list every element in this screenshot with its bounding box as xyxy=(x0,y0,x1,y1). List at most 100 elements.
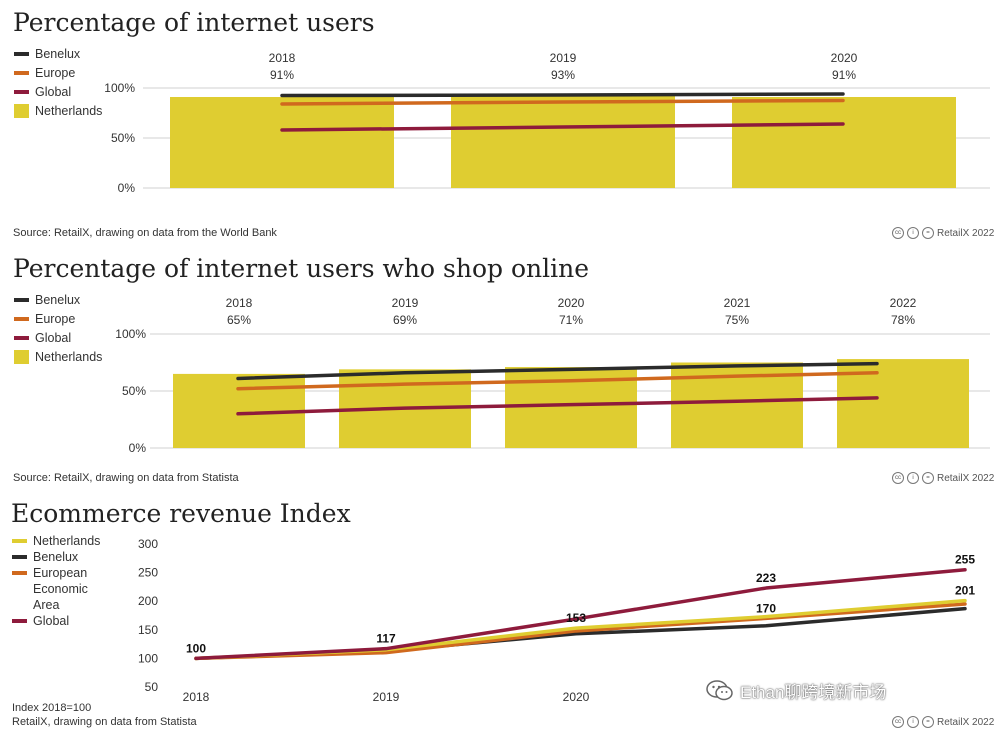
y-tick-label: 300 xyxy=(138,537,158,551)
wechat-icon xyxy=(706,679,733,700)
legend-swatch-netherlands xyxy=(14,103,29,118)
y-tick-label: 100% xyxy=(115,327,146,341)
legend-item-netherlands: Netherlands xyxy=(14,347,102,366)
legend-swatch-netherlands xyxy=(14,349,29,364)
series-line-global xyxy=(236,396,879,416)
series-line-netherlands xyxy=(194,598,967,661)
x-tick-label: 2020 xyxy=(563,690,590,704)
legend-label-line: European xyxy=(33,566,88,580)
x-category-label: 2020 xyxy=(558,296,585,310)
credit-text: RetailX 2022 xyxy=(937,472,995,484)
chart3-title: Ecommerce revenue Index xyxy=(11,499,351,528)
series-line-europe xyxy=(280,98,845,106)
legend-item-benelux: Benelux xyxy=(14,290,102,309)
legend-swatch-eea xyxy=(12,571,27,575)
legend-item-benelux: Benelux xyxy=(12,549,100,565)
by-icon: i xyxy=(907,716,919,728)
bar-value-label: 65% xyxy=(227,313,251,327)
x-tick-label: 2018 xyxy=(183,690,210,704)
legend-label: Netherlands xyxy=(35,103,103,118)
chart1-plot: 100% 50% 0% 2018 91% 2019 93% 2020 91% xyxy=(104,51,990,195)
series-line-global xyxy=(280,122,845,132)
watermark-text: Ethan聊跨境新市场 xyxy=(740,683,887,702)
legend-label: Netherlands xyxy=(35,349,103,364)
nd-icon: = xyxy=(922,716,934,728)
data-label: 153 xyxy=(566,611,586,625)
legend-item-europe: Europe xyxy=(14,309,102,328)
legend-label: Global xyxy=(33,614,70,628)
bar-netherlands xyxy=(451,95,675,188)
data-label: 255 xyxy=(955,553,975,567)
series-line-european-economic-area xyxy=(194,602,967,661)
bar-netherlands xyxy=(732,97,956,188)
legend-label: Netherlands xyxy=(33,534,101,548)
legend-label-line: Economic xyxy=(33,582,88,596)
x-tick-label: 2019 xyxy=(373,690,400,704)
x-category-label: 2019 xyxy=(550,51,577,65)
y-tick-label: 0% xyxy=(118,181,136,195)
x-category-label: 2021 xyxy=(724,296,751,310)
y-tick-label: 200 xyxy=(138,594,158,608)
y-tick-label: 250 xyxy=(138,566,158,580)
bar-value-label: 75% xyxy=(725,313,749,327)
y-tick-label: 50% xyxy=(122,384,146,398)
chart2-title: Percentage of internet users who shop on… xyxy=(13,254,589,283)
bar-value-label: 78% xyxy=(891,313,915,327)
chart2-legend: Benelux Europe Global Netherlands xyxy=(14,290,102,366)
legend-label: Benelux xyxy=(35,46,81,61)
chart1-legend: Benelux Europe Global Netherlands xyxy=(14,44,102,120)
chart1-credit: cc i = RetailX 2022 xyxy=(892,227,994,239)
legend-label: Europe xyxy=(35,65,76,80)
legend-item-netherlands: Netherlands xyxy=(12,533,100,549)
by-icon: i xyxy=(907,472,919,484)
legend-item-netherlands: Netherlands xyxy=(14,101,102,120)
chart3-source: RetailX, drawing on data from Statista xyxy=(12,716,197,728)
x-category-label: 2022 xyxy=(890,296,917,310)
cc-icon: cc xyxy=(892,716,904,728)
series-line-benelux xyxy=(236,361,879,381)
chart3-note: Index 2018=100 xyxy=(12,702,92,714)
y-tick-label: 100% xyxy=(104,81,135,95)
legend-label: Global xyxy=(35,330,72,345)
cc-icon: cc xyxy=(892,472,904,484)
data-label: 170 xyxy=(756,601,776,615)
cc-icon: cc xyxy=(892,227,904,239)
chart1-source: Source: RetailX, drawing on data from th… xyxy=(13,227,277,239)
nd-icon: = xyxy=(922,472,934,484)
legend-label: Benelux xyxy=(35,292,81,307)
legend-label: European Economic Area xyxy=(33,565,88,613)
chart1-title: Percentage of internet users xyxy=(13,8,375,37)
legend-label: Europe xyxy=(35,311,76,326)
chart2-plot: 100% 50% 0% 2018 65% 2019 69% 2020 71% 2021 75% 202… xyxy=(115,296,990,455)
legend-swatch-benelux xyxy=(14,297,29,302)
y-tick-label: 150 xyxy=(138,623,158,637)
legend-item-benelux: Benelux xyxy=(14,44,102,63)
legend-swatch-benelux xyxy=(14,51,29,56)
watermark: Ethan聊跨境新市场 xyxy=(706,678,886,703)
nd-icon: = xyxy=(922,227,934,239)
bar-netherlands xyxy=(170,97,394,188)
legend-swatch-europe xyxy=(14,70,29,75)
data-label: 201 xyxy=(955,584,975,598)
bar-value-label: 71% xyxy=(559,313,583,327)
bar-value-label: 69% xyxy=(393,313,417,327)
chart3-plot: 50 100 150 200 250 300 2018 2019 2020 100 117 153 22… xyxy=(138,537,975,704)
legend-item-global: Global xyxy=(12,613,100,629)
bar-value-label: 91% xyxy=(270,68,294,82)
series-line-global xyxy=(194,567,967,661)
legend-item-global: Global xyxy=(14,82,102,101)
legend-swatch-benelux xyxy=(12,555,27,559)
bar-value-label: 93% xyxy=(551,68,575,82)
by-icon: i xyxy=(907,227,919,239)
x-category-label: 2020 xyxy=(831,51,858,65)
data-label: 117 xyxy=(376,632,396,646)
chart3-credit: cc i = RetailX 2022 xyxy=(892,716,994,728)
y-tick-label: 100 xyxy=(138,651,158,665)
legend-item-global: Global xyxy=(14,328,102,347)
chart3-legend: Netherlands Benelux European Economic Ar… xyxy=(12,533,100,629)
data-label: 223 xyxy=(756,571,776,585)
legend-item-europe: Europe xyxy=(14,63,102,82)
credit-text: RetailX 2022 xyxy=(937,227,995,239)
legend-item-eea: European Economic Area xyxy=(12,565,100,613)
credit-text: RetailX 2022 xyxy=(937,716,995,728)
